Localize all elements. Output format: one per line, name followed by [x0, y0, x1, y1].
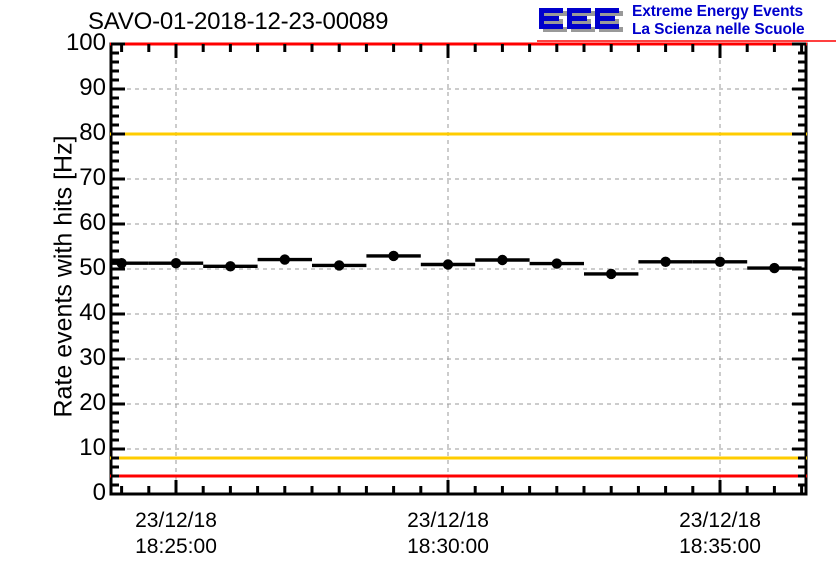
y-axis-tick-label: 40 [79, 299, 106, 326]
y-axis-tick-label: 90 [79, 74, 106, 101]
y-axis-tick-label: 70 [79, 164, 106, 191]
y-axis-tick-label: 20 [79, 389, 106, 416]
data-point [714, 256, 726, 267]
data-point [225, 261, 236, 272]
data-point [497, 254, 508, 266]
eee-logo-mark [539, 8, 623, 32]
data-series [111, 250, 802, 280]
x-tick-time: 18:35:00 [679, 535, 761, 558]
data-point [388, 250, 399, 262]
x-tick-date: 23/12/18 [407, 509, 489, 532]
data-point [116, 257, 127, 269]
x-axis-tick-label: 23/12/18 18:35:00 [630, 508, 810, 560]
x-axis-tick-label: 23/12/18 18:30:00 [358, 508, 538, 560]
x-tick-date: 23/12/18 [679, 509, 761, 532]
data-point [606, 268, 617, 280]
y-axis-tick-label: 60 [79, 209, 106, 236]
y-axis-tick-label: 0 [92, 479, 106, 506]
data-point [334, 260, 345, 271]
data-point [769, 262, 780, 274]
data-point [551, 258, 562, 269]
data-point [279, 254, 290, 265]
x-axis-tick-label: 23/12/18 18:25:00 [86, 508, 266, 560]
eee-logo-line2: La Scienza nelle Scuole [632, 21, 805, 38]
eee-logo-line1: Extreme Energy Events [632, 3, 804, 20]
y-axis-tick-label: 10 [79, 434, 106, 461]
x-tick-time: 18:25:00 [135, 535, 217, 558]
page-title: SAVO-01-2018-12-23-00089 [88, 8, 389, 35]
data-point [170, 257, 182, 269]
x-tick-date: 23/12/18 [135, 509, 217, 532]
axis-ticks [111, 42, 806, 496]
reference-lines [110, 42, 807, 478]
y-axis-tick-label: 100 [65, 29, 106, 56]
y-axis-tick-labels: 0 10 20 30 40 50 60 70 80 90 100 [38, 0, 106, 572]
y-axis-tick-label: 80 [79, 119, 106, 146]
eee-logo: Extreme Energy Events La Scienza nelle S… [537, 2, 833, 42]
data-point [442, 259, 454, 270]
y-axis-tick-label: 30 [79, 344, 106, 371]
y-axis-tick-label: 50 [79, 254, 106, 281]
x-tick-time: 18:30:00 [407, 535, 489, 558]
data-point [660, 256, 671, 267]
eee-logo-text: Extreme Energy Events La Scienza nelle S… [632, 3, 805, 39]
